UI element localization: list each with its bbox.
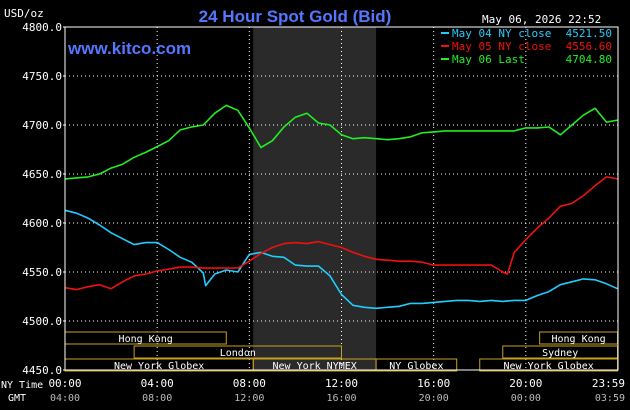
x-tick-label-gmt: 16:00 [326,393,356,404]
session-label: Hong Kong [119,334,173,345]
legend-series-value: 4521.50 [566,27,612,40]
y-tick-label: 4750.0 [22,70,62,83]
x-tick-label-gmt: 20:00 [419,393,449,404]
legend-series-name: May 05 NY close [452,40,551,53]
series-line-may05 [64,176,618,291]
timestamp-label: May 06, 2026 22:52 [482,13,601,26]
x-tick-label-ny: 23:59 [592,377,625,390]
x-tick-label-gmt: 08:00 [142,393,172,404]
y-tick-label: 4450.0 [22,364,62,377]
session-box [133,345,342,359]
chart-title: 24 Hour Spot Gold (Bid) [199,7,392,26]
y-tick-label: 4600.0 [22,217,62,230]
x-tick-label-ny: 20:00 [509,377,542,390]
gmt-label: GMT [8,393,26,404]
session-label: New York NYMEX [273,361,357,372]
x-tick-label-gmt: 00:00 [511,393,541,404]
session-label: Sydney [542,348,578,359]
session-label: New York Globex [114,361,204,372]
legend-series-value: 4556.60 [566,40,612,53]
x-tick-label-ny: 12:00 [325,377,358,390]
legend-series-name: May 06 Last [452,53,525,66]
session-box [375,358,458,372]
x-tick-label-gmt: 04:00 [50,393,80,404]
series-line-may06 [64,104,618,180]
watermark-text: www.kitco.com [67,39,191,58]
ny-time-label: NY Time [1,380,43,391]
x-tick-label-gmt: 12:00 [234,393,264,404]
y-axis-unit-label: USD/oz [4,7,44,20]
session-label: NY Globex [389,361,443,372]
y-tick-label: 4650.0 [22,168,62,181]
x-tick-label-ny: 08:00 [233,377,266,390]
y-tick-label: 4500.0 [22,315,62,328]
y-tick-label: 4700.0 [22,119,62,132]
series-line-may04 [64,209,618,310]
plot-frame [64,26,619,371]
legend-series-value: 4704.80 [566,53,612,66]
shaded-session-band [253,27,377,370]
y-tick-label: 4800.0 [22,21,62,34]
session-label: London [220,348,256,359]
y-tick-label: 4550.0 [22,266,62,279]
legend-series-name: May 04 NY close [452,27,551,40]
x-tick-label-gmt: 03:59 [595,393,625,404]
x-tick-label-ny: 16:00 [417,377,450,390]
x-tick-label-ny: 00:00 [48,377,81,390]
session-label: New York Globex [503,361,593,372]
x-tick-label-ny: 04:00 [141,377,174,390]
session-label: Hong Kong [552,334,606,345]
